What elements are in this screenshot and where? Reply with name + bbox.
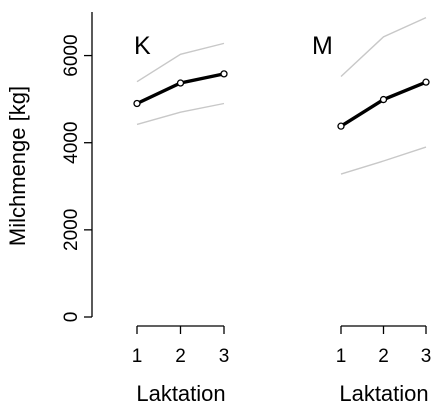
panel-k-x-axis-title: Laktation	[136, 381, 225, 406]
y-tick-label: 6000	[61, 34, 82, 76]
y-axis-title: Milchmenge [kg]	[5, 86, 30, 246]
y-tick-label: 2000	[61, 209, 82, 251]
panel-k-upper-line	[136, 42, 225, 83]
x-tick-label: 2	[175, 346, 186, 367]
panel-k-series	[133, 42, 228, 126]
panel-k-mean-point	[133, 99, 141, 108]
panel-m-mean-point	[379, 95, 388, 104]
panel-m-mean-line	[340, 80, 427, 128]
panel-m-x-axis: 1 2 3	[336, 325, 432, 367]
panel-m-mean-point	[337, 122, 345, 130]
y-tick-label: 4000	[61, 122, 82, 164]
y-axis: 0 2000 4000 6000 Milchmenge [kg]	[5, 12, 93, 322]
panel-k: K 1 2 3 Laktation	[132, 32, 230, 406]
panel-k-mean-point	[220, 70, 228, 78]
panel-k-mean-line	[136, 72, 225, 106]
x-tick-label: 3	[219, 346, 230, 367]
panel-m-series	[337, 17, 430, 175]
panel-m: M 1 2 3 Laktation	[312, 17, 432, 406]
x-tick-label: 1	[132, 346, 143, 367]
panel-label-k: K	[134, 32, 151, 60]
y-ticks: 0 2000 4000 6000	[61, 34, 92, 322]
x-tick-label: 3	[421, 346, 432, 367]
y-tick-label: 0	[61, 312, 82, 323]
panel-k-x-axis: 1 2 3	[132, 325, 230, 367]
panel-label-m: M	[312, 32, 333, 60]
panel-m-upper-line	[340, 17, 427, 77]
panel-k-mean-point	[176, 79, 185, 87]
panel-m-lower-line	[340, 146, 427, 175]
panel-m-x-axis-title: Laktation	[339, 381, 428, 406]
x-tick-label: 2	[378, 346, 389, 367]
x-tick-label: 1	[336, 346, 347, 367]
panel-k-lower-line	[136, 102, 225, 126]
panel-m-mean-point	[422, 78, 430, 86]
